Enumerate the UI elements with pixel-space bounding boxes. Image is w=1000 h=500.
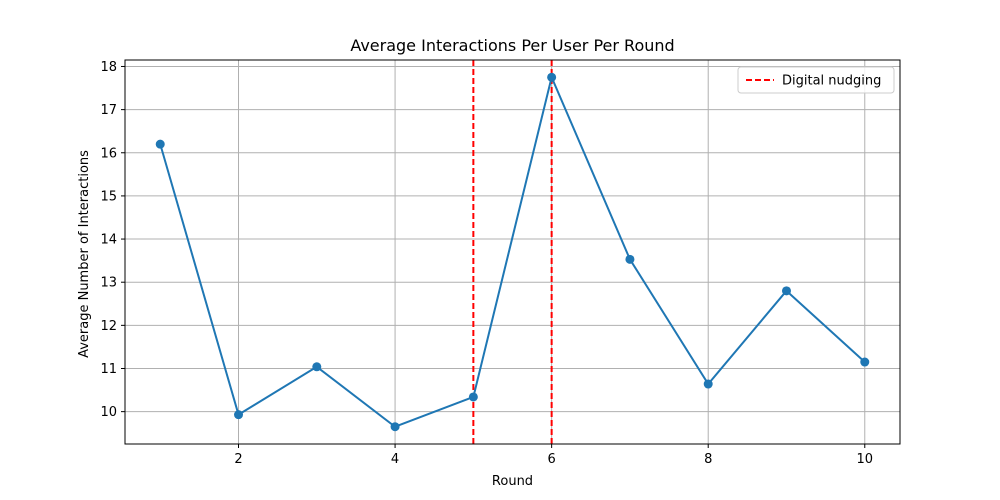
series-line [159, 76, 866, 428]
data-point [312, 362, 322, 372]
y-tick-label: 13 [100, 276, 117, 291]
x-tick-label: 4 [391, 452, 399, 467]
x-axis-label: Round [492, 474, 533, 489]
y-tick-label: 18 [100, 60, 117, 75]
data-point [155, 139, 165, 149]
x-tick-label: 10 [856, 452, 873, 467]
data-point [781, 286, 791, 296]
chart-title: Average Interactions Per User Per Round [350, 36, 674, 55]
data-point [625, 254, 635, 264]
reference-lines [472, 60, 553, 444]
y-tick-label: 11 [100, 362, 117, 377]
y-tick-label: 17 [100, 103, 117, 118]
y-tick-label: 15 [100, 189, 117, 204]
y-tick-label: 10 [100, 405, 117, 420]
y-tick-label: 16 [100, 146, 117, 161]
series [155, 72, 870, 432]
x-tick-label: 8 [704, 452, 712, 467]
data-point [468, 392, 478, 402]
x-tick-label: 2 [234, 452, 242, 467]
data-point [860, 357, 870, 367]
legend: Digital nudging [737, 66, 895, 94]
data-point [234, 410, 244, 420]
y-tick-label: 14 [100, 233, 117, 248]
plot-area-frame [124, 59, 901, 445]
axis-ticks: 2 4 6 8 10 10 11 12 13 14 15 16 17 18 [100, 60, 873, 467]
y-axis-label: Average Number of Interactions [77, 150, 92, 358]
data-point [390, 422, 400, 432]
y-tick-label: 12 [100, 319, 117, 334]
legend-label: Digital nudging [782, 74, 881, 89]
x-tick-label: 6 [548, 452, 556, 467]
data-point [547, 72, 557, 82]
data-point [703, 379, 713, 389]
legend-box [737, 66, 895, 94]
